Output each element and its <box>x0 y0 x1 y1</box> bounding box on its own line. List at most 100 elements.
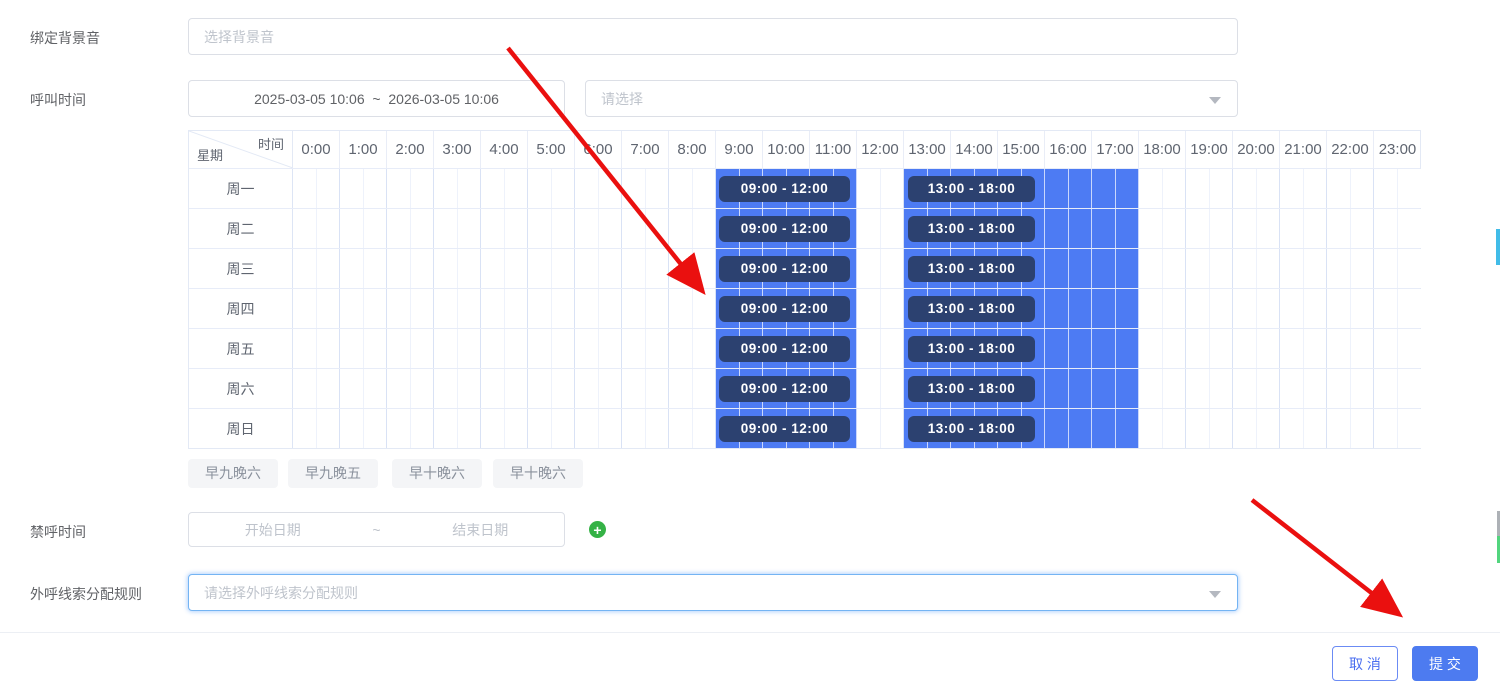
time-cell[interactable] <box>1045 369 1069 408</box>
selection-badge[interactable]: 09:00 - 12:00 <box>719 296 850 322</box>
time-cell[interactable] <box>340 209 364 248</box>
time-cell[interactable] <box>1139 249 1163 288</box>
time-cell[interactable] <box>504 289 528 328</box>
time-cell[interactable] <box>598 289 622 328</box>
time-cell[interactable] <box>434 409 458 448</box>
time-cell[interactable] <box>340 289 364 328</box>
selection-badge[interactable]: 09:00 - 12:00 <box>719 176 850 202</box>
time-cell[interactable] <box>1280 369 1304 408</box>
time-cell[interactable] <box>551 169 575 208</box>
time-cell[interactable] <box>340 249 364 288</box>
time-cell[interactable] <box>857 209 881 248</box>
call-time-type-select[interactable]: 请选择 <box>585 80 1238 117</box>
time-cell[interactable] <box>457 329 481 368</box>
time-cell[interactable] <box>645 329 669 368</box>
time-cell[interactable] <box>1303 329 1327 368</box>
time-cell[interactable] <box>457 369 481 408</box>
time-cell[interactable] <box>1350 289 1374 328</box>
time-cell[interactable] <box>575 169 599 208</box>
time-cell[interactable] <box>434 369 458 408</box>
time-cell[interactable] <box>1045 209 1069 248</box>
time-cell[interactable] <box>1139 209 1163 248</box>
time-cell[interactable] <box>1327 409 1351 448</box>
time-cell[interactable] <box>1115 209 1139 248</box>
time-cell[interactable] <box>528 209 552 248</box>
time-cell[interactable] <box>645 289 669 328</box>
time-cell[interactable] <box>481 369 505 408</box>
time-cell[interactable] <box>1209 209 1233 248</box>
time-cell[interactable] <box>1327 369 1351 408</box>
time-cell[interactable] <box>363 369 387 408</box>
time-cell[interactable] <box>1209 249 1233 288</box>
time-cell[interactable] <box>1162 289 1186 328</box>
time-cell[interactable] <box>387 209 411 248</box>
time-cell[interactable] <box>457 169 481 208</box>
time-cell[interactable] <box>434 209 458 248</box>
time-cell[interactable] <box>1233 209 1257 248</box>
time-cell[interactable] <box>1092 329 1116 368</box>
time-cell[interactable] <box>1280 249 1304 288</box>
time-cell[interactable] <box>1327 169 1351 208</box>
time-cell[interactable] <box>1139 369 1163 408</box>
time-cell[interactable] <box>504 409 528 448</box>
time-cell[interactable] <box>622 409 646 448</box>
time-cell[interactable] <box>1162 249 1186 288</box>
time-cell[interactable] <box>551 409 575 448</box>
time-cell[interactable] <box>1327 329 1351 368</box>
time-cell[interactable] <box>1162 369 1186 408</box>
time-cell[interactable] <box>387 169 411 208</box>
time-cell[interactable] <box>1115 369 1139 408</box>
time-cell[interactable] <box>293 209 317 248</box>
time-cell[interactable] <box>1233 249 1257 288</box>
time-cell[interactable] <box>1092 169 1116 208</box>
time-cell[interactable] <box>622 169 646 208</box>
time-cell[interactable] <box>1209 409 1233 448</box>
time-cell[interactable] <box>1045 249 1069 288</box>
time-cell[interactable] <box>1186 169 1210 208</box>
time-cell[interactable] <box>669 249 693 288</box>
time-cell[interactable] <box>1115 329 1139 368</box>
time-cell[interactable] <box>504 169 528 208</box>
time-cell[interactable] <box>857 289 881 328</box>
time-cell[interactable] <box>434 249 458 288</box>
time-cell[interactable] <box>1186 209 1210 248</box>
preset-button[interactable]: 早十晚六 <box>392 459 482 488</box>
bg-sound-input[interactable] <box>188 18 1238 55</box>
time-cell[interactable] <box>1303 409 1327 448</box>
time-cell[interactable] <box>1115 289 1139 328</box>
time-cell[interactable] <box>504 329 528 368</box>
time-cell[interactable] <box>1374 369 1398 408</box>
allocation-rule-select[interactable]: 请选择外呼线索分配规则 <box>188 574 1238 611</box>
time-cell[interactable] <box>1374 289 1398 328</box>
time-cell[interactable] <box>1350 409 1374 448</box>
cancel-button[interactable]: 取 消 <box>1332 646 1398 681</box>
time-cell[interactable] <box>880 209 904 248</box>
time-cell[interactable] <box>387 329 411 368</box>
time-cell[interactable] <box>457 209 481 248</box>
time-cell[interactable] <box>434 329 458 368</box>
time-cell[interactable] <box>1374 209 1398 248</box>
preset-button[interactable]: 早九晚五 <box>288 459 378 488</box>
time-cell[interactable] <box>1186 329 1210 368</box>
time-cell[interactable] <box>340 169 364 208</box>
time-cell[interactable] <box>857 409 881 448</box>
time-cell[interactable] <box>692 249 716 288</box>
time-cell[interactable] <box>363 409 387 448</box>
time-cell[interactable] <box>457 289 481 328</box>
time-cell[interactable] <box>481 289 505 328</box>
time-cell[interactable] <box>669 329 693 368</box>
time-cell[interactable] <box>880 329 904 368</box>
selection-badge[interactable]: 13:00 - 18:00 <box>908 296 1035 322</box>
time-cell[interactable] <box>1115 409 1139 448</box>
time-cell[interactable] <box>669 369 693 408</box>
time-cell[interactable] <box>551 329 575 368</box>
scrollbar-fragment[interactable] <box>1496 229 1500 265</box>
time-cell[interactable] <box>1350 209 1374 248</box>
selection-badge[interactable]: 13:00 - 18:00 <box>908 416 1035 442</box>
time-cell[interactable] <box>669 409 693 448</box>
time-cell[interactable] <box>1209 289 1233 328</box>
time-cell[interactable] <box>316 209 340 248</box>
time-cell[interactable] <box>410 329 434 368</box>
time-cell[interactable] <box>1068 329 1092 368</box>
selection-badge[interactable]: 09:00 - 12:00 <box>719 376 850 402</box>
